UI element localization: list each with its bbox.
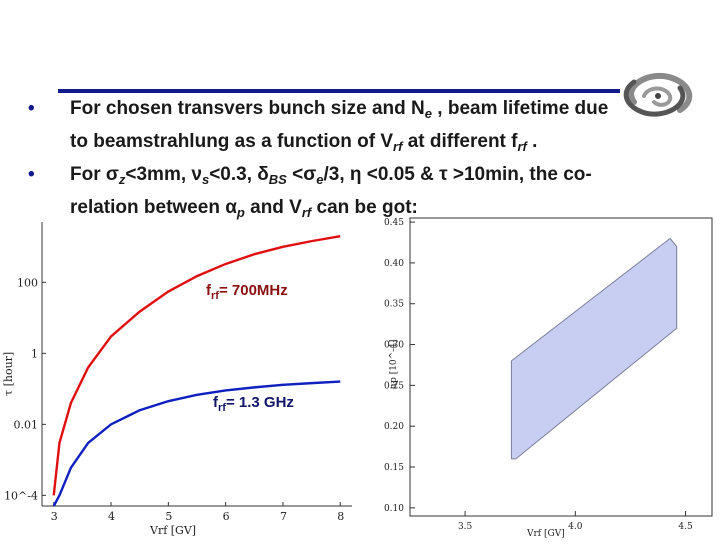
x-tick-label: 4.0: [568, 522, 583, 532]
bullet-list: • For chosen transvers bunch size and Ne…: [28, 95, 698, 227]
bullet-item-2: • For σz<3mm, νs<0.3, δBS <σe/3, η <0.05…: [28, 161, 698, 227]
x-tick-label: 3.5: [458, 522, 473, 532]
x-tick-label: 3: [51, 510, 58, 523]
x-axis-label: Vrf [GV]: [149, 524, 196, 537]
y-tick-label: 0.40: [384, 259, 404, 269]
bullet-item-1: • For chosen transvers bunch size and Ne…: [28, 95, 698, 161]
y-tick-label: 0.35: [384, 300, 404, 310]
bullet-2-line-1: For σz<3mm, νs<0.3, δBS <σe/3, η <0.05 &…: [70, 164, 592, 187]
y-tick-label: 0.15: [384, 463, 404, 473]
y-tick-label: 0.10: [384, 504, 404, 514]
momentum-compaction-chart-svg: 3.5 4.0 4.5 0.10 0.15 0.20 0.25 0.30 0.35 0.40 0.…: [384, 217, 713, 539]
plot-frame: [409, 217, 713, 517]
x-tick-label: 6: [223, 510, 230, 523]
series-label-1300mhz: frf= 1.3 GHz: [213, 394, 294, 414]
bullet-dot: •: [28, 98, 35, 119]
bullet-dot: •: [28, 164, 35, 185]
institute-logo: [623, 72, 693, 117]
y-tick-label: 10^-4: [4, 489, 38, 502]
y-tick-label: 0.25: [384, 381, 404, 391]
x-tick-label: 4.5: [678, 522, 693, 532]
series-line-700mhz: [52, 234, 341, 496]
bullet-1-line-1: For chosen transvers bunch size and Ne ,…: [70, 98, 609, 121]
y-axis-label: τ [hour]: [2, 352, 15, 396]
y-tick-label: 0.20: [384, 422, 404, 432]
series-label-700mhz: frf= 700MHz: [206, 282, 288, 302]
y-tick-label: 0.01: [14, 418, 39, 431]
momentum-compaction-chart: 3.5 4.0 4.5 0.10 0.15 0.20 0.25 0.30 0.35 0.40 0.…: [362, 214, 720, 540]
x-tick-label: 5: [165, 510, 172, 523]
feasible-region: [510, 237, 678, 460]
series-line-1300mhz: [52, 380, 341, 507]
x-axis-label: Vrf [GV]: [526, 529, 565, 539]
x-tick-label: 4: [108, 510, 115, 523]
bullet-2-line-2: relation between αp and Vrf can be got:: [70, 197, 418, 220]
y-tick-label: 1: [31, 347, 38, 360]
title-underline: [58, 89, 620, 93]
y-tick-label: 0.30: [384, 341, 404, 351]
y-tick-label: 0.45: [384, 218, 404, 228]
y-tick-label: 100: [17, 276, 38, 289]
bullet-1-line-2: to beamstrahlung as a function of Vrf at…: [70, 131, 538, 154]
lifetime-chart: 3 4 5 6 7 8 10^-4 0.01 1 100 Vrf [GV] τ [hour] f…: [0, 216, 362, 540]
lifetime-chart-svg: 3 4 5 6 7 8 10^-4 0.01 1 100 Vrf [GV] τ [hour]: [2, 222, 352, 537]
x-tick-label: 8: [337, 510, 344, 523]
y-axis-label: αp [10^-4]: [389, 340, 399, 389]
x-tick-label: 7: [280, 510, 287, 523]
